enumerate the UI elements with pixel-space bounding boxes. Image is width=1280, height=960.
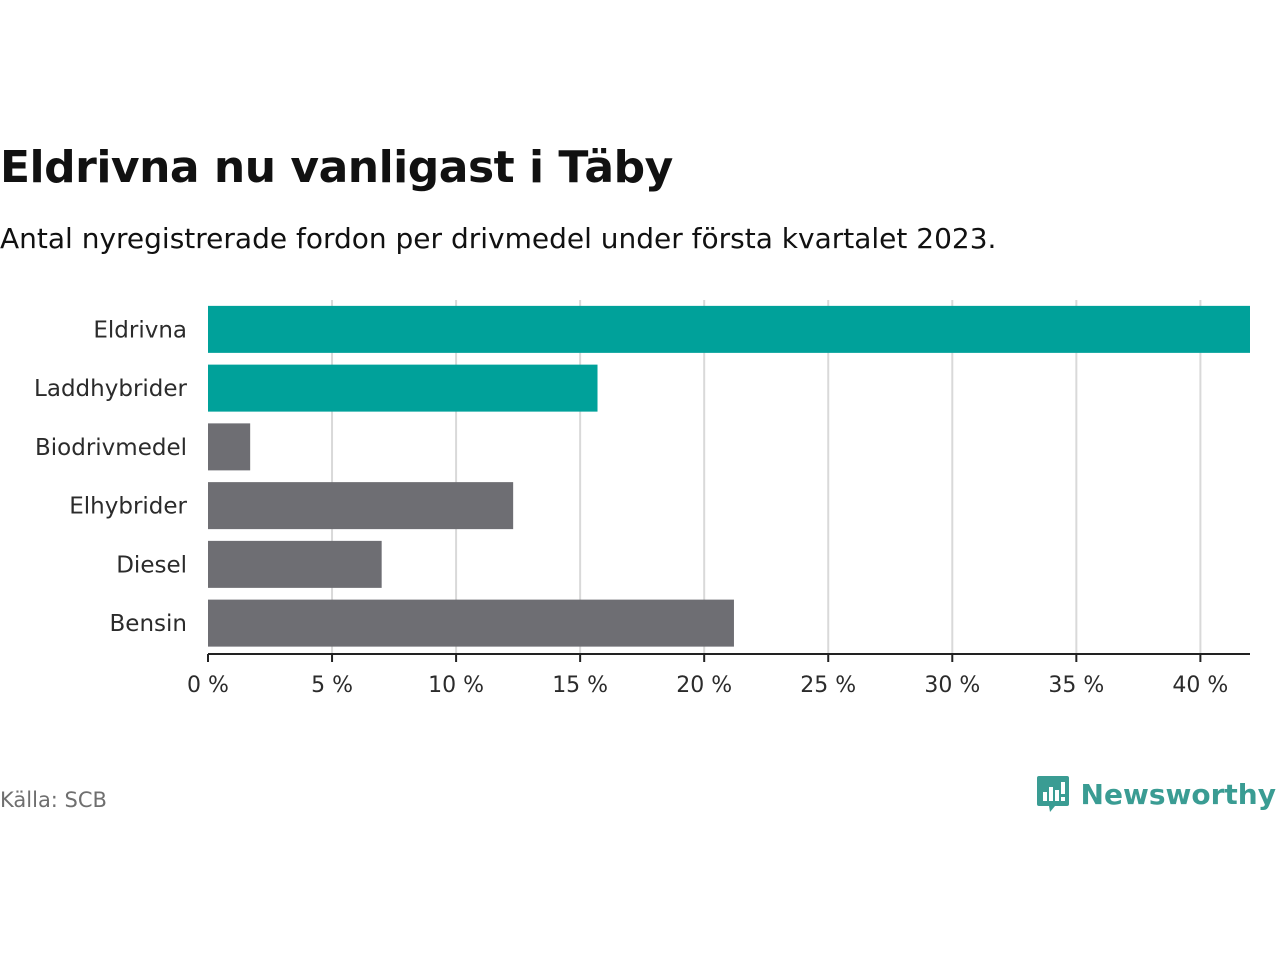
chart-title: Eldrivna nu vanligast i Täby: [0, 142, 673, 193]
category-labels: Eldrivna Laddhybrider Biodrivmedel Elhybrid…: [34, 317, 187, 637]
grid-lines: [331, 300, 1202, 654]
x-tick-label: 0 %: [187, 673, 229, 698]
bar-eldrivna[interactable]: [208, 305, 1250, 353]
bar-elhybrider[interactable]: [208, 482, 514, 530]
chart-subtitle: Antal nyregistrerade fordon per drivmede…: [0, 222, 997, 255]
x-axis: 0 % 5 % 10 % 15 % 20 % 25 % 30 % 35 % 40 %: [187, 653, 1250, 698]
brand-logo[interactable]: Newsworthy: [1035, 774, 1276, 814]
bar-chart: Eldrivna Laddhybrider Biodrivmedel Elhybrid…: [34, 300, 1250, 698]
bar-laddhybrider[interactable]: [208, 364, 598, 412]
x-tick-label: 20 %: [676, 673, 732, 698]
bar-diesel[interactable]: [208, 540, 382, 588]
category-label: Bensin: [110, 611, 187, 637]
x-tick-label: 35 %: [1048, 673, 1104, 698]
bars: [208, 305, 1250, 647]
bar-biodrivmedel[interactable]: [208, 423, 251, 471]
brand-name: Newsworthy: [1080, 777, 1276, 811]
source-note: Källa: SCB: [0, 788, 107, 812]
category-label: Biodrivmedel: [35, 435, 187, 461]
x-tick-label: 5 %: [311, 673, 353, 698]
category-label: Eldrivna: [93, 317, 187, 343]
category-label: Laddhybrider: [34, 376, 187, 402]
x-tick-label: 40 %: [1172, 673, 1228, 698]
bar-bensin[interactable]: [208, 599, 734, 647]
x-tick-label: 30 %: [924, 673, 980, 698]
category-label: Elhybrider: [69, 494, 187, 520]
category-label: Diesel: [116, 552, 187, 578]
x-tick-label: 15 %: [552, 673, 608, 698]
x-tick-label: 10 %: [428, 673, 484, 698]
x-tick-label: 25 %: [800, 673, 856, 698]
newsworthy-logo-icon: [1036, 776, 1069, 812]
